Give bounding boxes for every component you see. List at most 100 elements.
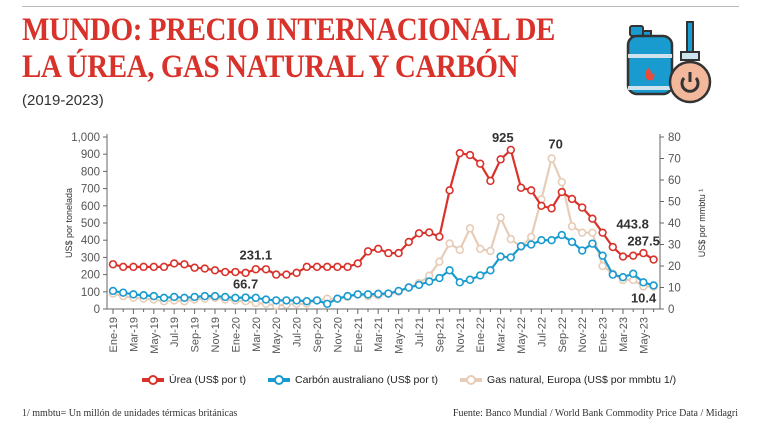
data-point — [476, 244, 485, 254]
data-point — [241, 293, 250, 302]
x-tick-label: Mar-23 — [618, 317, 630, 352]
data-point — [639, 278, 648, 287]
data-point — [526, 186, 536, 195]
data-point — [221, 292, 230, 302]
data-point — [149, 291, 159, 301]
x-tick-label: May-22 — [516, 317, 528, 354]
data-point — [516, 183, 526, 192]
data-point — [200, 264, 210, 273]
data-point — [537, 236, 546, 245]
source-note: Fuente: Banco Mundial / World Bank Commo… — [452, 408, 738, 419]
data-point — [445, 239, 454, 248]
y-tick-label: 600 — [81, 201, 100, 213]
data-point — [547, 236, 556, 245]
legend-item-urea: Úrea (US$ por t) — [142, 374, 246, 386]
data-point — [526, 232, 536, 242]
data-point — [323, 262, 332, 272]
data-point — [455, 245, 464, 255]
data-point — [384, 289, 393, 298]
subtitle: (2019-2023) — [22, 92, 104, 109]
data-point — [486, 266, 495, 275]
data-point — [108, 260, 118, 269]
y-tick-label: 700 — [81, 184, 100, 196]
data-point — [261, 265, 271, 274]
data-point — [577, 246, 587, 255]
data-point — [343, 262, 352, 272]
data-point — [374, 244, 383, 254]
data-point — [139, 291, 148, 300]
data-point — [170, 292, 179, 302]
legend-item-gas: Gas natural, Europa (US$ por mmbtu 1/) — [460, 374, 676, 386]
x-tick-label: May-21 — [394, 317, 406, 354]
gas-cylinder-icon — [626, 21, 712, 104]
data-point — [363, 247, 373, 256]
data-label: 231.1 — [240, 247, 273, 262]
y-right-tick-label: 70 — [668, 154, 681, 166]
x-tick-label: May-23 — [638, 317, 650, 354]
y-right-tick-label: 30 — [668, 240, 681, 252]
data-point — [414, 280, 424, 290]
y-tick-label: 100 — [81, 287, 100, 299]
y-tick-label: 0 — [94, 304, 100, 316]
x-tick-label: Jul-19 — [169, 317, 181, 347]
x-tick-label: Mar-21 — [373, 317, 385, 352]
data-point — [598, 261, 607, 271]
data-point — [200, 291, 210, 301]
data-point — [302, 297, 311, 306]
data-point — [506, 234, 515, 244]
data-point — [170, 259, 179, 268]
data-point — [190, 263, 199, 272]
y-right-tick-label: 10 — [668, 283, 681, 295]
data-point — [292, 268, 301, 278]
data-point — [588, 228, 597, 237]
chart-legend: Úrea (US$ por t) Carbón australiano (US$… — [142, 374, 676, 386]
data-point — [598, 251, 607, 260]
top-rule — [22, 6, 739, 7]
data-point — [118, 288, 128, 297]
data-point — [435, 273, 444, 283]
footnote: 1/ mmbtu= Un millón de unidades térmicas… — [22, 408, 238, 419]
data-point — [435, 257, 444, 266]
x-tick-label: Jul-21 — [414, 317, 426, 347]
data-point — [618, 252, 628, 261]
data-point — [516, 242, 526, 251]
data-point — [567, 194, 577, 204]
data-point — [526, 240, 536, 249]
data-point — [608, 242, 617, 252]
data-point — [394, 248, 403, 258]
title-line-1: MUNDO: PRECIO INTERNACIONAL DE — [22, 12, 555, 48]
data-label: 287.5 — [627, 234, 660, 249]
x-tick-label: Jul-22 — [536, 317, 548, 347]
data-point — [649, 281, 658, 290]
data-point — [455, 148, 464, 158]
data-point — [445, 266, 454, 275]
data-point — [567, 222, 577, 231]
data-point — [455, 278, 464, 287]
data-point — [221, 267, 230, 277]
data-point — [251, 293, 261, 303]
legend-label: Gas natural, Europa (US$ por mmbtu 1/) — [487, 374, 677, 386]
data-point — [465, 275, 475, 284]
data-point — [108, 286, 118, 296]
data-point — [159, 262, 169, 272]
x-tick-label: Ene-20 — [230, 317, 242, 352]
data-point — [251, 265, 261, 274]
legend-item-carbon: Carbón australiano (US$ por t) — [268, 374, 438, 386]
y-tick-label: 1,000 — [71, 132, 100, 144]
x-tick-label: May-19 — [149, 317, 161, 354]
x-tick-label: Ene-22 — [475, 317, 487, 352]
data-point — [384, 248, 393, 258]
x-tick-label: Jul-20 — [292, 317, 304, 347]
x-tick-label: Ene-21 — [353, 317, 365, 352]
x-tick-label: Mar-19 — [128, 317, 140, 352]
data-point — [129, 262, 138, 272]
data-point — [210, 266, 220, 275]
data-point — [547, 204, 556, 213]
data-point — [190, 292, 199, 302]
y-right-axis-title: US$ por mmbtu ¹ — [697, 189, 707, 258]
data-point — [180, 260, 189, 269]
data-point — [588, 214, 597, 223]
x-tick-label: Sep-22 — [557, 317, 569, 352]
data-point — [567, 237, 577, 247]
x-tick-label: Sep-21 — [434, 317, 446, 352]
